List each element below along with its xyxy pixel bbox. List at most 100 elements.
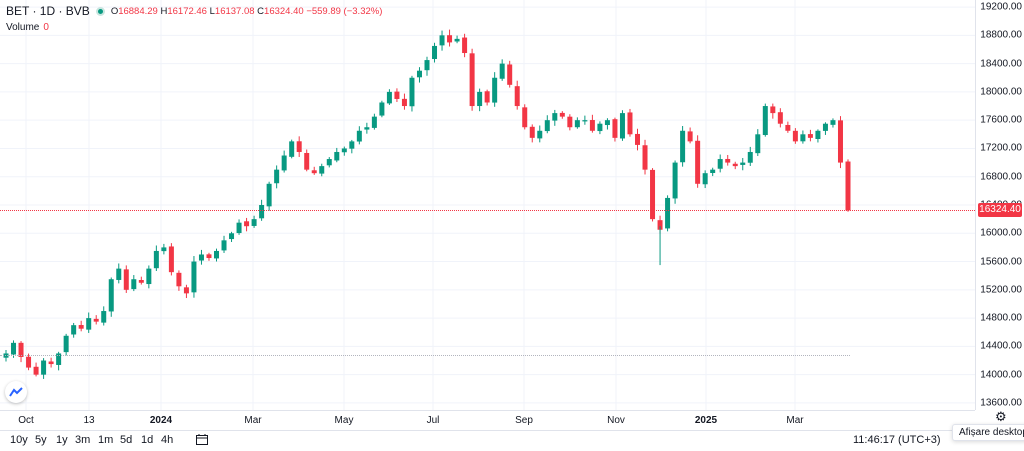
candle-body (770, 106, 776, 114)
candle-body (522, 107, 528, 128)
candle-body (183, 287, 189, 294)
time-tick-label: Mar (244, 415, 262, 426)
candle-body (86, 318, 92, 330)
candle-body (514, 86, 520, 107)
chart-area[interactable] (0, 0, 975, 410)
calendar-icon[interactable] (196, 434, 208, 448)
candle-body (108, 279, 114, 312)
candle-body (454, 38, 460, 42)
candle-body (221, 240, 227, 251)
time-tick-label: 2025 (694, 415, 718, 426)
clock-display[interactable]: 11:46:17 (UTC+3) (853, 434, 941, 446)
candle-body (822, 123, 828, 131)
market-status-icon (95, 6, 105, 16)
range-button-1y[interactable]: 1y (56, 434, 68, 446)
candle-body (138, 280, 144, 283)
candle-body (304, 152, 310, 170)
range-button-3m[interactable]: 3m (75, 434, 91, 446)
candle-body (792, 130, 798, 142)
price-tick-label: 14400.00 (980, 340, 1022, 352)
candle-body (71, 325, 77, 335)
candle-body (777, 112, 783, 124)
time-tick-label: 2024 (149, 415, 173, 426)
candle-body (740, 162, 746, 165)
range-button-1d[interactable]: 1d (141, 434, 154, 446)
price-tick-label: 16800.00 (980, 171, 1022, 183)
range-button-1m[interactable]: 1m (98, 434, 114, 446)
candle-body (725, 158, 731, 163)
time-axis[interactable]: Oct 13 2024 Mar May Jul Sep Nov 2025 Mar (0, 410, 975, 429)
candle-body (334, 151, 340, 161)
price-tick-label: 18400.00 (980, 58, 1022, 70)
candle-body (432, 45, 438, 59)
candle-body (702, 173, 708, 185)
candle-body (477, 91, 483, 107)
price-tick-label: 19200.00 (980, 1, 1022, 13)
volume-baseline (0, 355, 850, 356)
time-tick-label: Sep (515, 415, 533, 426)
candle-body (484, 91, 490, 103)
candle-body (116, 268, 122, 280)
range-button-10y[interactable]: 10y (10, 434, 28, 446)
candle-body (33, 366, 39, 375)
candle-body (48, 361, 54, 365)
ohlc-values: O16884.29 H16172.46 L16137.08 C16324.40 … (110, 5, 383, 17)
chart-grid (0, 0, 975, 410)
candle-body (229, 233, 235, 240)
candle-body (695, 140, 701, 184)
candlestick-series (3, 29, 851, 379)
candle-body (266, 183, 272, 207)
candle-body (807, 134, 813, 138)
range-button-5y[interactable]: 5y (35, 434, 47, 446)
candle-body (11, 342, 17, 355)
candle-body (356, 130, 362, 142)
candle-body (168, 246, 174, 273)
candle-body (785, 124, 791, 131)
price-tick-label: 17600.00 (980, 114, 1022, 126)
change-value: −559.89 (−3.32%) (306, 5, 383, 17)
candle-body (507, 64, 513, 85)
range-button-4h[interactable]: 4h (161, 434, 174, 446)
candle-body (123, 269, 129, 290)
time-tick-label: Oct (18, 415, 34, 426)
time-tick-label: Jul (426, 415, 440, 426)
candle-body (582, 120, 588, 122)
candle-body (635, 133, 640, 145)
candle-body (251, 219, 257, 226)
candle-body (101, 311, 107, 323)
price-tick-label: 14000.00 (980, 369, 1022, 381)
time-tick-label: 13 (83, 415, 95, 426)
candle-body (447, 35, 453, 43)
candle-body (612, 119, 618, 138)
bottom-toolbar: 11:46:17 (UTC+3) 10y 5y 1y 3m 1m 5d 1d 4h (0, 430, 1024, 451)
candle-body (815, 130, 821, 139)
candle-body (281, 155, 287, 171)
price-tick-label: 13600.00 (980, 397, 1022, 409)
settings-gear-icon[interactable]: ⚙ (995, 409, 1007, 424)
candle-body (529, 126, 535, 138)
candle-body (41, 360, 47, 375)
price-tick-label: 18000.00 (980, 86, 1022, 98)
candle-body (710, 169, 716, 173)
candle-body (296, 141, 302, 152)
candle-body (687, 131, 693, 142)
last-price-label: 16324.40 (978, 203, 1022, 218)
price-tick-label: 15200.00 (980, 284, 1022, 296)
candle-body (469, 53, 475, 107)
candle-body (747, 151, 753, 163)
candle-body (837, 120, 843, 163)
candle-body (665, 197, 671, 229)
candle-body (63, 335, 69, 353)
candle-body (409, 77, 415, 107)
candle-body (274, 169, 280, 184)
candle-body (341, 148, 347, 153)
tradingview-logo-icon[interactable] (5, 381, 27, 403)
candle-body (672, 162, 678, 199)
candle-body (191, 261, 197, 293)
time-tick-label: May (334, 415, 354, 426)
volume-value: 0 (43, 22, 49, 33)
range-button-5d[interactable]: 5d (120, 434, 133, 446)
candle-body (379, 102, 385, 116)
symbol-title[interactable]: BET · 1D · BVB (6, 4, 90, 18)
candle-body (206, 254, 212, 259)
